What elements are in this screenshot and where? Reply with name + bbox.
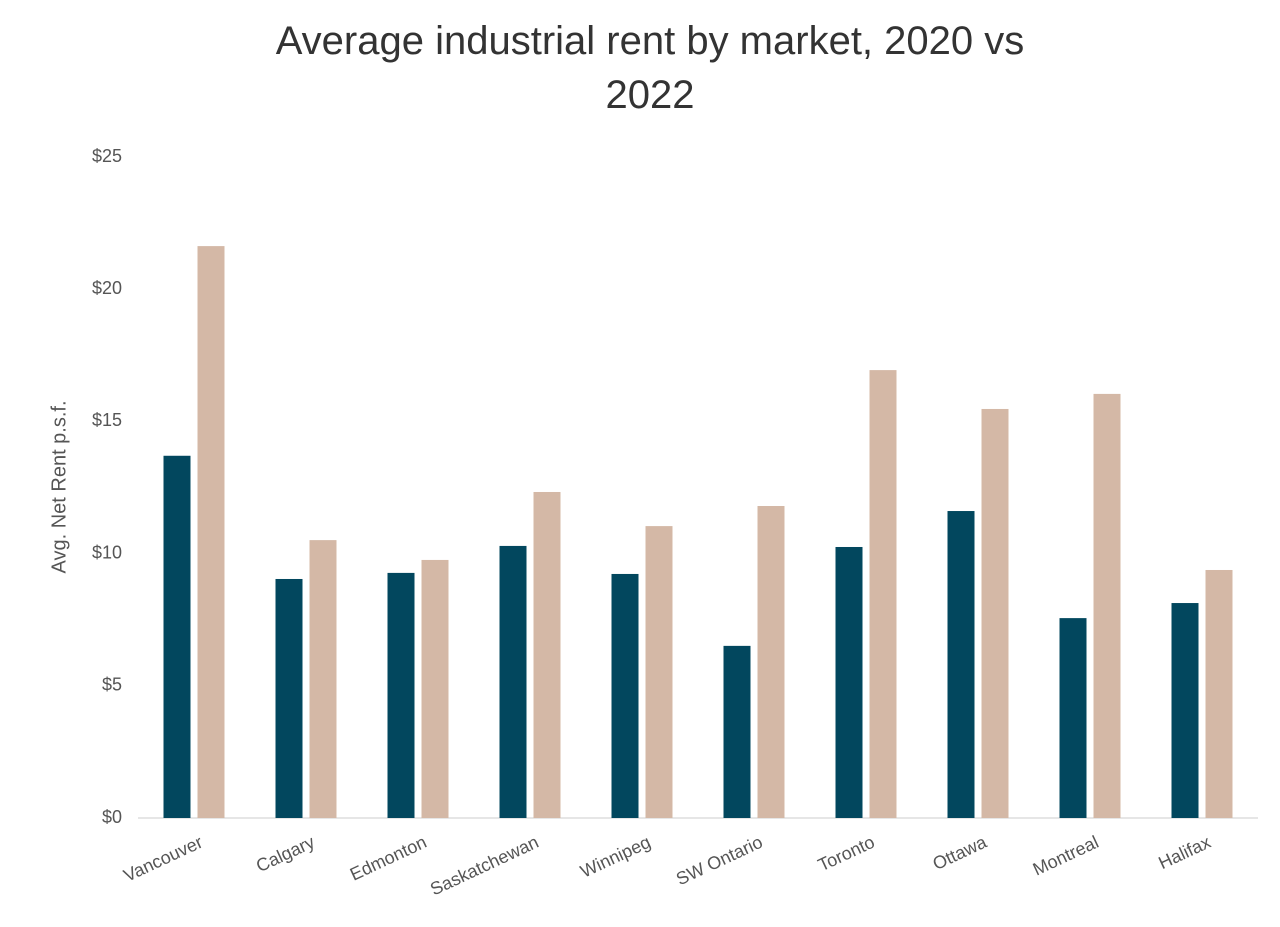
y-tick-label: $10 — [92, 542, 122, 562]
bar — [1205, 569, 1233, 818]
x-tick-label: Toronto — [815, 832, 878, 876]
y-tick-label: $5 — [102, 675, 122, 695]
x-tick-label: Halifax — [1155, 832, 1213, 873]
bar — [275, 578, 303, 818]
bar — [1171, 603, 1199, 818]
bar — [1059, 618, 1087, 818]
x-tick-label: Montreal — [1030, 832, 1102, 880]
bar — [533, 491, 561, 818]
bar — [835, 546, 863, 818]
bar — [387, 572, 415, 818]
y-tick-label: $0 — [102, 807, 122, 827]
x-tick-label: Saskatchewan — [427, 832, 542, 900]
x-tick-label: Calgary — [253, 832, 318, 876]
bar — [197, 246, 225, 819]
x-tick-label: Winnipeg — [577, 832, 653, 882]
y-tick-label: $25 — [92, 146, 122, 166]
bar — [947, 511, 975, 818]
y-tick-label: $20 — [92, 278, 122, 298]
x-tick-label: SW Ontario — [673, 832, 766, 889]
bar — [869, 370, 897, 818]
x-tick-label: Ottawa — [930, 831, 991, 874]
bar — [981, 408, 1009, 818]
bar — [757, 506, 785, 818]
bar — [723, 645, 751, 818]
y-tick-label: $15 — [92, 410, 122, 430]
x-tick-label: Vancouver — [120, 832, 205, 886]
bar — [421, 559, 449, 818]
bar — [1093, 393, 1121, 818]
bar — [645, 526, 673, 818]
bar — [499, 545, 527, 818]
bar — [611, 573, 639, 818]
y-axis-label: Avg. Net Rent p.s.f. — [48, 400, 70, 573]
chart-title: Average industrial rent by market, 2020 … — [275, 19, 1025, 117]
x-tick-label: Edmonton — [347, 832, 430, 885]
bar — [163, 455, 191, 818]
bar — [309, 540, 337, 818]
